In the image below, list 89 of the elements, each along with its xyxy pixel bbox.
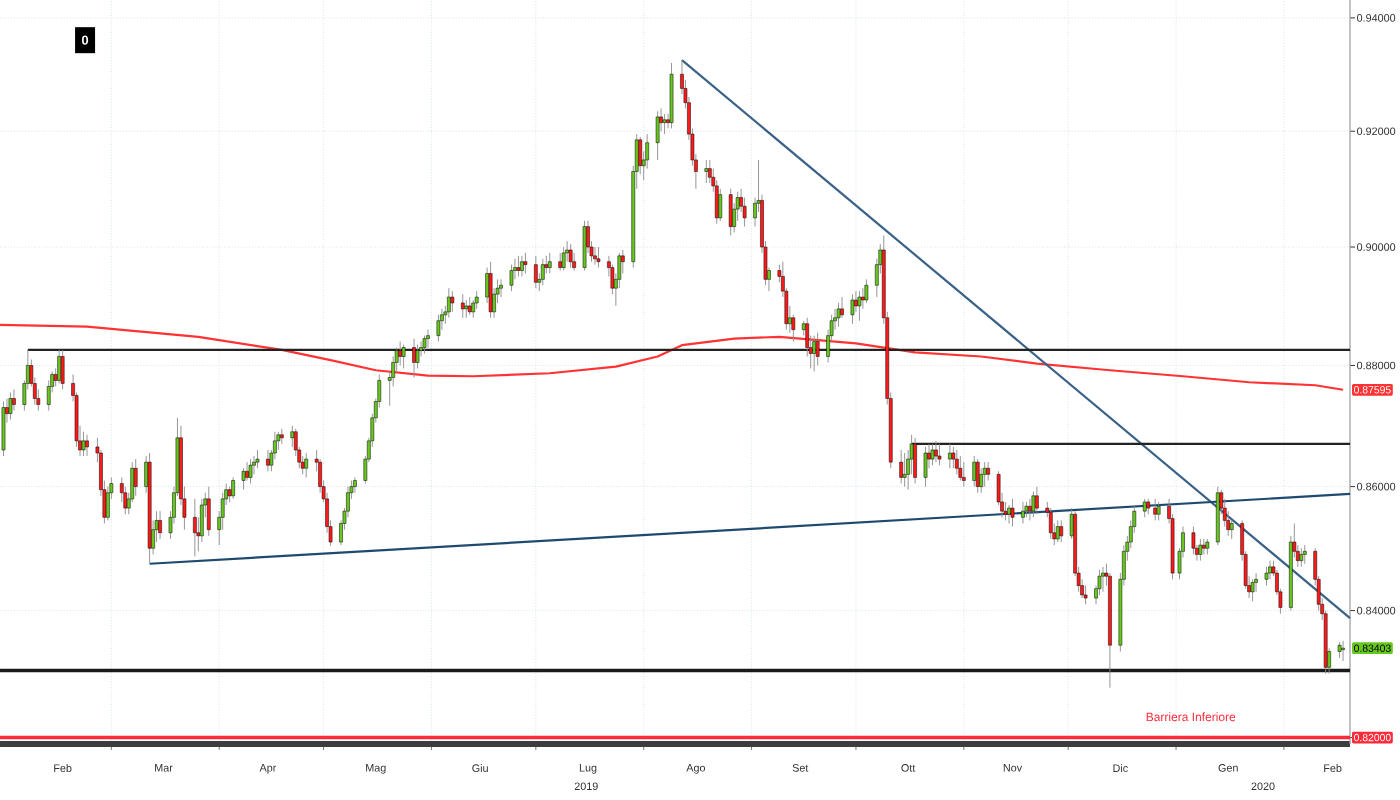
candlestick [60, 349, 65, 390]
candlestick [1299, 547, 1304, 568]
candlestick [12, 389, 16, 412]
candlestick [436, 314, 441, 343]
candlestick [1191, 526, 1196, 555]
candlestick [231, 476, 235, 500]
candlestick [426, 329, 430, 348]
candlestick [728, 188, 733, 236]
candlestick [836, 302, 841, 328]
candlestick [815, 332, 820, 366]
candlestick [1083, 585, 1088, 605]
candlestick [955, 449, 959, 475]
candlestick [509, 264, 514, 292]
candlestick [961, 461, 966, 488]
candlestick [353, 476, 357, 494]
candlestick [1101, 566, 1105, 593]
candlestick [255, 449, 260, 469]
candlestick [982, 461, 987, 488]
candlestick [840, 296, 844, 319]
candlestick [1264, 566, 1269, 587]
candlestick [934, 440, 938, 463]
candlestick [975, 458, 980, 494]
candlestick [704, 159, 709, 184]
candlestick [488, 261, 493, 319]
candlestick [241, 467, 246, 491]
candlestick [572, 252, 576, 271]
candlestick [902, 452, 907, 488]
candlestick [290, 425, 295, 448]
candlestick [1010, 498, 1015, 528]
candlestick [850, 293, 855, 325]
candlestick [857, 290, 862, 322]
candlestick [206, 486, 211, 537]
candlestick [133, 458, 138, 497]
candlestick [621, 249, 625, 274]
candlestick [520, 255, 524, 277]
candlestick [1153, 498, 1157, 521]
candlestick [276, 431, 281, 451]
candlestick [596, 246, 601, 269]
candlestick [958, 455, 963, 481]
candlestick [948, 443, 952, 469]
candlestick [923, 446, 928, 488]
candlestick [1, 401, 6, 457]
candlestick [1097, 569, 1102, 596]
candlestick [1048, 507, 1053, 540]
candlestick [937, 443, 942, 466]
candlestick [200, 498, 204, 543]
candlestick [447, 287, 451, 319]
candlestick [951, 446, 956, 469]
candlestick [534, 255, 538, 289]
candlestick [565, 240, 569, 263]
candlestick [1198, 538, 1203, 562]
candlestick [899, 449, 903, 484]
candlestick [1035, 486, 1039, 515]
candlestick [415, 344, 420, 369]
candlestick [412, 338, 416, 378]
candlestick [979, 467, 984, 494]
candlestick [85, 434, 89, 457]
candlestick [304, 452, 309, 478]
candlestick [540, 258, 545, 286]
candlestick [1254, 572, 1258, 593]
candlestick [707, 159, 712, 184]
candlestick [193, 498, 197, 557]
candlestick [523, 252, 528, 274]
candlestick [401, 344, 406, 369]
candlestick [1059, 519, 1064, 543]
candlestick [318, 458, 322, 494]
candlestick [1031, 491, 1036, 518]
candlestick [1229, 519, 1234, 540]
candlestick [568, 243, 573, 269]
candlestick [593, 246, 597, 266]
candlestick [718, 188, 723, 222]
candlestick [655, 110, 660, 161]
candlestick [1302, 544, 1307, 565]
candlestick [1007, 504, 1011, 524]
candlestick [742, 197, 747, 228]
candlestick [1156, 501, 1161, 521]
candlestick [1055, 519, 1060, 543]
candlestick [913, 437, 917, 484]
candlestick [1003, 501, 1008, 521]
candlestick [248, 458, 253, 484]
candlestick [266, 449, 270, 472]
candlestick [499, 278, 503, 298]
candlestick [864, 278, 869, 304]
candlestick [300, 455, 305, 475]
candlestick [450, 290, 455, 313]
candlestick [582, 220, 587, 271]
candlestick [986, 461, 990, 481]
line-series [0, 323, 1345, 391]
candlestick [398, 341, 402, 366]
